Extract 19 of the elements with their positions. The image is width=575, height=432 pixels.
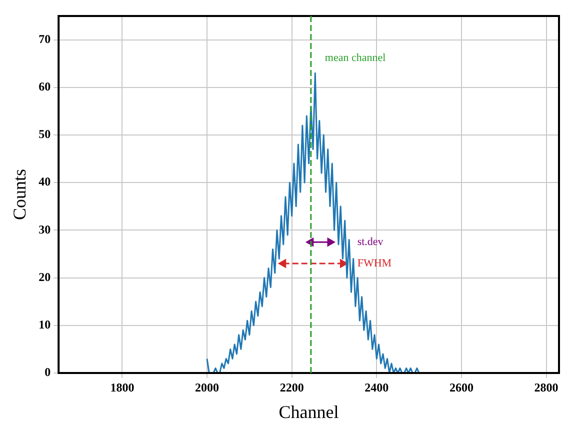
x-axis-title: Channel — [278, 402, 339, 422]
x-tick-label: 2000 — [195, 380, 220, 394]
ref-line-label: mean channel — [324, 52, 386, 64]
y-tick-label: 20 — [38, 270, 51, 284]
annotation: st.dev — [357, 236, 384, 248]
y-tick-label: 70 — [38, 32, 51, 46]
y-tick-label: 30 — [38, 222, 51, 236]
y-tick-label: 60 — [38, 79, 51, 94]
y-tick-label: 0 — [44, 365, 51, 380]
y-axis-title: Counts — [10, 168, 30, 220]
x-tick-label: 1800 — [110, 380, 134, 394]
y-tick-label: 40 — [38, 174, 51, 189]
x-tick-label: 2600 — [449, 380, 474, 394]
y-tick-label: 10 — [38, 317, 51, 332]
x-tick-label: 2400 — [364, 380, 389, 394]
y-tick-label: 50 — [38, 127, 51, 142]
x-tick-label: 2800 — [534, 380, 558, 394]
annotation: FWHM — [357, 257, 392, 270]
x-tick-label: 2200 — [280, 380, 304, 394]
